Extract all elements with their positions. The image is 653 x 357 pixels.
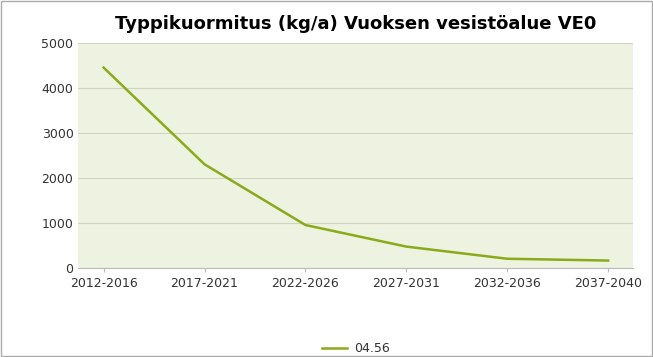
Legend: 04.56: 04.56 (317, 337, 394, 357)
Title: Typpikuormitus (kg/a) Vuoksen vesistöalue VE0: Typpikuormitus (kg/a) Vuoksen vesistöalu… (115, 15, 597, 33)
